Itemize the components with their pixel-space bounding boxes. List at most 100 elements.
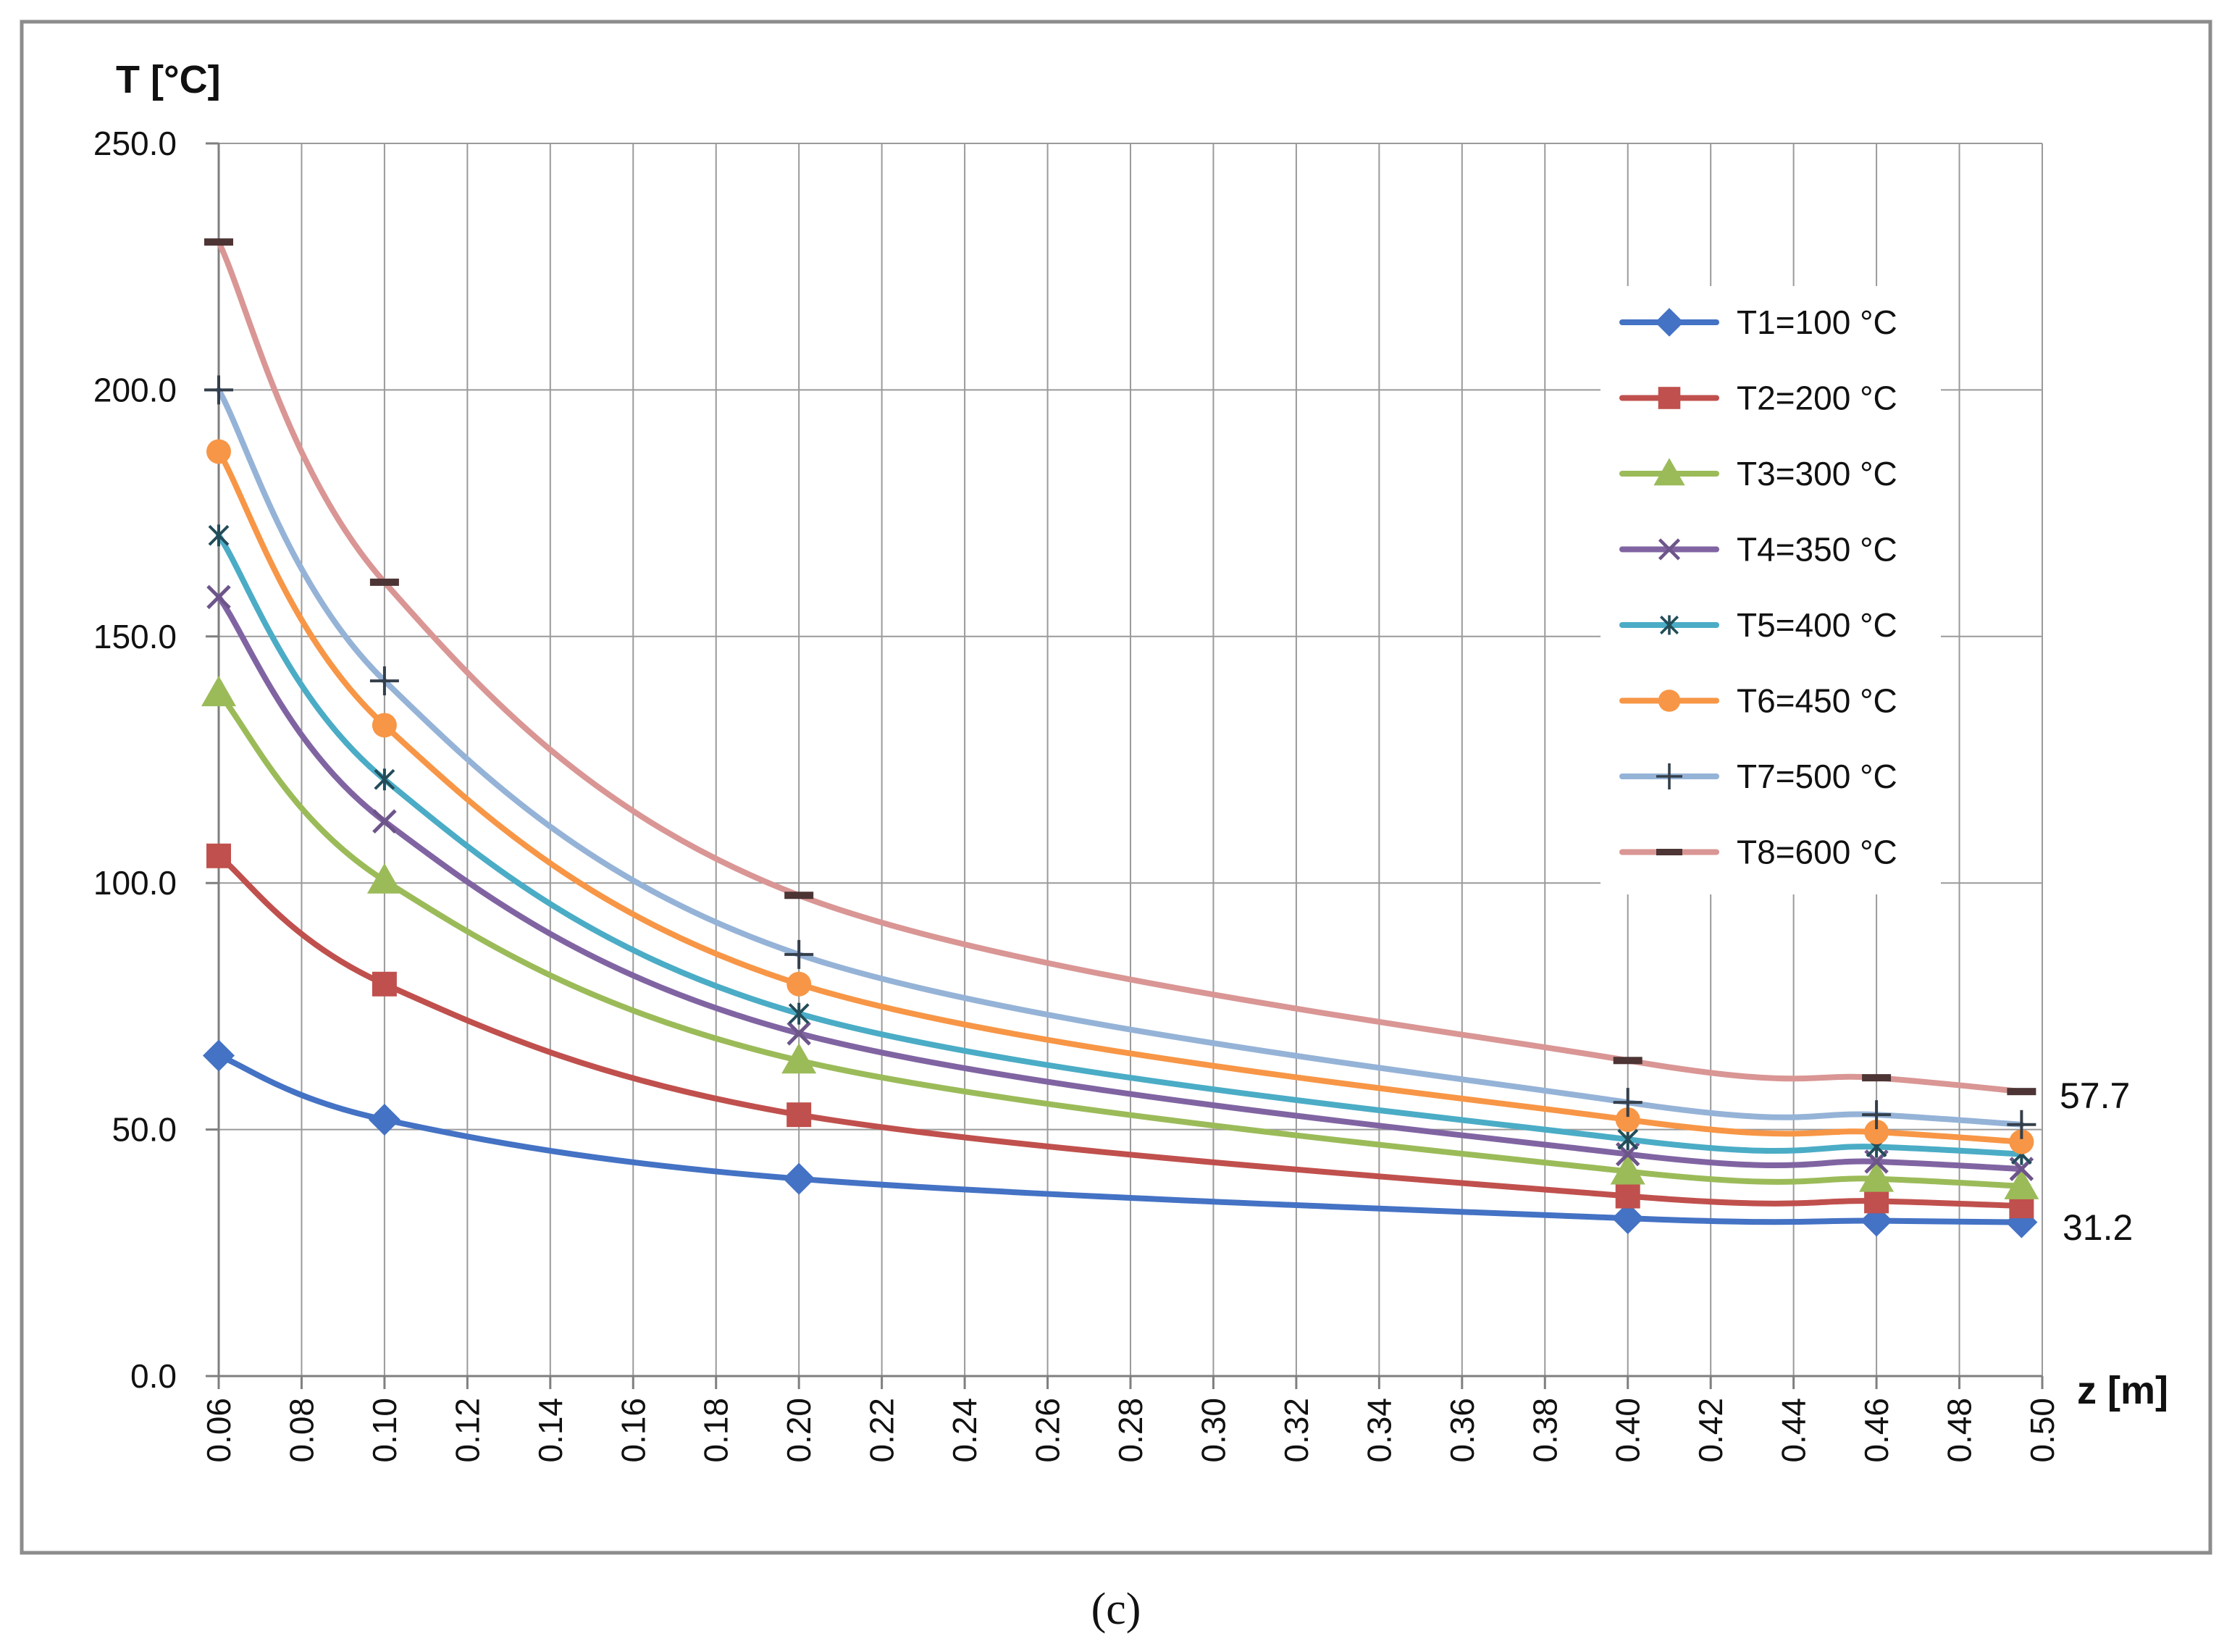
x-tick-label: 0.44 <box>1775 1398 1813 1463</box>
x-tick-label: 0.16 <box>614 1398 652 1463</box>
data-point-marker <box>372 809 397 834</box>
y-axis-title: T [°C] <box>116 58 221 101</box>
data-point-marker <box>369 666 399 696</box>
data-point-marker <box>203 1039 235 1072</box>
x-tick-label: 0.20 <box>780 1398 818 1463</box>
data-point-marker <box>1859 1161 1895 1192</box>
legend-item: T6=450 °C <box>1619 682 1897 720</box>
legend-label: T8=600 °C <box>1737 834 1897 871</box>
legend: T1=100 °C T2=200 °C T3=300 °C T4=350 °C T5=4… <box>1600 286 1941 894</box>
x-tick-label: 0.26 <box>1029 1398 1067 1463</box>
data-point-marker <box>783 1162 815 1195</box>
data-point-marker <box>786 971 812 997</box>
x-tick-label: 0.24 <box>946 1398 983 1463</box>
data-point-marker <box>372 713 397 738</box>
data-point-marker <box>1656 849 1682 855</box>
data-point-marker <box>784 939 814 969</box>
data-point-marker <box>201 676 236 707</box>
data-point-marker <box>1658 387 1681 409</box>
data-point-marker <box>368 1103 400 1136</box>
data-point-marker <box>374 768 395 791</box>
axes <box>206 142 2044 1389</box>
legend-item: T1=100 °C <box>1619 303 1897 341</box>
data-point-marker <box>366 863 402 894</box>
data-point-marker <box>2007 1088 2036 1096</box>
x-tick-label: 0.12 <box>448 1398 486 1463</box>
x-tick-label: 0.32 <box>1277 1398 1315 1463</box>
legend-item: T7=500 °C <box>1619 758 1897 795</box>
x-tick-label: 0.08 <box>282 1398 320 1463</box>
x-tick-label: 0.30 <box>1194 1398 1232 1463</box>
tick-labels: 0.06 0.08 0.10 0.12 0.14 0.16 0.18 0.20 0.22 0.24… <box>93 125 2061 1463</box>
data-point-marker <box>1617 1128 1639 1151</box>
data-point-marker <box>1864 1188 1889 1214</box>
legend-label: T5=400 °C <box>1737 606 1897 644</box>
annotation-t1-end-value: 31.2 <box>2063 1207 2133 1248</box>
y-tick-label: 250.0 <box>93 125 177 162</box>
data-point-marker <box>1658 689 1681 712</box>
data-point-marker <box>2007 1110 2036 1139</box>
series <box>201 238 2039 1238</box>
x-tick-label: 0.40 <box>1609 1398 1647 1463</box>
series-line <box>216 532 2025 1157</box>
data-point-marker <box>1658 538 1681 561</box>
y-tick-label: 100.0 <box>93 864 177 902</box>
series-line <box>216 387 2025 1128</box>
data-point-marker <box>1613 1057 1642 1065</box>
x-tick-label: 0.22 <box>863 1398 901 1463</box>
data-point-marker <box>208 524 230 547</box>
y-tick-label: 50.0 <box>112 1111 177 1149</box>
data-point-marker <box>784 892 814 900</box>
data-point-marker <box>206 439 231 464</box>
data-point-marker <box>1655 308 1684 337</box>
data-point-marker <box>788 1002 810 1025</box>
x-tick-label: 0.10 <box>366 1398 403 1463</box>
legend-box <box>1600 286 1941 894</box>
legend-label: T1=100 °C <box>1737 303 1897 341</box>
data-point-marker <box>204 375 233 405</box>
data-point-marker <box>204 238 233 246</box>
x-tick-label: 0.18 <box>697 1398 735 1463</box>
data-point-marker <box>1615 1183 1640 1209</box>
x-tick-label: 0.38 <box>1526 1398 1564 1463</box>
data-point-marker <box>1611 1202 1644 1235</box>
data-point-marker <box>206 843 231 868</box>
series-line <box>216 448 2025 1145</box>
legend-item: T4=350 °C <box>1619 531 1897 569</box>
series-t5 <box>208 524 2032 1165</box>
data-point-marker <box>1613 1088 1642 1118</box>
data-point-marker <box>1862 1074 1892 1082</box>
x-tick-label: 0.48 <box>1941 1398 1979 1463</box>
series-t3 <box>201 676 2039 1199</box>
data-point-marker <box>1653 458 1685 486</box>
data-point-marker <box>369 578 399 586</box>
legend-label: T7=500 °C <box>1737 758 1897 795</box>
data-point-marker <box>1615 1107 1640 1132</box>
data-point-marker <box>1864 1120 1889 1145</box>
data-point-marker <box>1656 763 1682 789</box>
data-point-marker <box>206 584 231 610</box>
x-tick-label: 0.50 <box>2023 1398 2061 1463</box>
data-point-marker <box>786 1021 811 1046</box>
series-line <box>216 239 2025 1095</box>
y-tick-label: 150.0 <box>93 618 177 655</box>
x-tick-label: 0.14 <box>532 1398 569 1463</box>
data-point-marker <box>372 971 397 997</box>
x-tick-label: 0.46 <box>1858 1398 1895 1463</box>
series-t6 <box>206 439 2034 1154</box>
y-tick-label: 200.0 <box>93 371 177 408</box>
figure-caption: (c) <box>1091 1585 1141 1634</box>
legend-label: T3=300 °C <box>1737 455 1897 492</box>
y-tick-label: 0.0 <box>130 1357 177 1395</box>
series-t2 <box>206 843 2034 1219</box>
legend-label: T4=350 °C <box>1737 531 1897 569</box>
series-t8 <box>204 238 2036 1096</box>
data-point-marker <box>2009 1129 2034 1154</box>
data-point-marker <box>1660 615 1679 635</box>
x-tick-label: 0.36 <box>1443 1398 1481 1463</box>
x-tick-label: 0.28 <box>1112 1398 1149 1463</box>
series-t7 <box>204 375 2036 1139</box>
legend-item: T5=400 °C <box>1619 606 1897 644</box>
legend-item: T3=300 °C <box>1619 455 1897 492</box>
